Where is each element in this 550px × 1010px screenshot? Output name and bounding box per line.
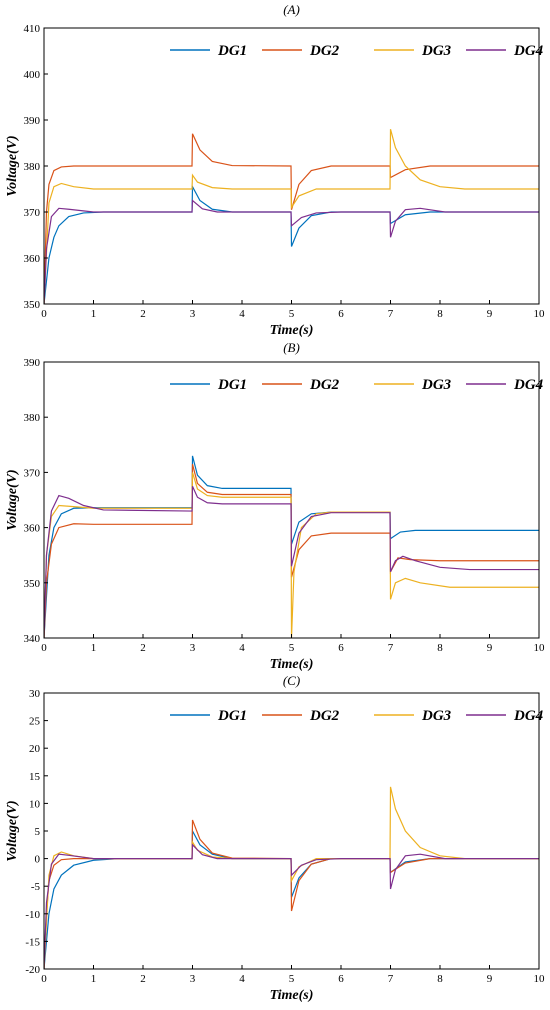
y-tick-label: -15 [25, 936, 40, 948]
y-tick-label: 20 [29, 743, 41, 755]
legend-label-dg3: DG3 [421, 377, 452, 393]
series-line-dg4 [44, 485, 539, 638]
legend-label-dg4: DG4 [513, 708, 544, 724]
x-tick-label: 0 [41, 642, 47, 654]
y-axis-label: Voltage(V) [5, 135, 20, 196]
series-line-dg2 [44, 819, 539, 969]
y-tick-label: 370 [24, 207, 41, 219]
chart-panel-3: (C) 0 1 2 3 4 5 6 7 8 9 10 -20 -15 -10 -5 0 5 10 15 20 25 30 Ti… [5, 673, 545, 1003]
x-tick-label: 1 [91, 642, 97, 654]
x-tick-label: 4 [239, 308, 245, 320]
y-tick-label: -20 [25, 964, 40, 976]
x-tick-label: 9 [487, 642, 493, 654]
x-tick-label: 3 [190, 973, 196, 985]
series-line-dg3 [44, 129, 539, 304]
x-tick-label: 0 [41, 973, 47, 985]
legend-label-dg3: DG3 [421, 43, 452, 59]
y-tick-label: 360 [24, 253, 41, 265]
series-line-dg3 [44, 786, 539, 969]
y-tick-label: 400 [24, 69, 41, 81]
y-tick-label: -10 [25, 909, 40, 921]
x-tick-label: 7 [388, 642, 394, 654]
y-tick-label: 410 [24, 23, 41, 35]
x-tick-label: 10 [534, 973, 546, 985]
x-tick-label: 7 [388, 308, 394, 320]
y-tick-label: 380 [24, 161, 41, 173]
legend-label-dg4: DG4 [513, 43, 544, 59]
x-tick-label: 4 [239, 642, 245, 654]
x-tick-label: 9 [487, 308, 493, 320]
x-tick-label: 6 [338, 973, 344, 985]
x-tick-label: 1 [91, 973, 97, 985]
x-tick-label: 5 [289, 642, 295, 654]
legend-label-dg1: DG1 [217, 377, 247, 393]
y-tick-label: 350 [24, 578, 41, 590]
y-tick-label: 350 [24, 299, 41, 311]
y-tick-label: 0 [35, 854, 41, 866]
x-tick-label: 8 [437, 308, 443, 320]
y-tick-label: 340 [24, 633, 41, 645]
chart-panel-2: (B) 0 1 2 3 4 5 6 7 8 9 10 340 350 360 370 380 390 Time(s)… [5, 340, 545, 672]
y-tick-label: -5 [31, 881, 41, 893]
chart-panel-1: (A) 0 1 2 3 4 5 6 7 8 9 10 350 360 370 380 390 400 410 Time… [5, 2, 545, 338]
x-tick-label: 5 [289, 973, 295, 985]
y-axis-label: Voltage(V) [5, 800, 20, 861]
legend-label-dg3: DG3 [421, 708, 452, 724]
y-tick-label: 10 [29, 798, 41, 810]
x-tick-label: 10 [534, 642, 546, 654]
x-tick-label: 3 [190, 642, 196, 654]
legend-label-dg4: DG4 [513, 377, 544, 393]
y-tick-label: 370 [24, 467, 41, 479]
series-line-dg4 [44, 843, 539, 969]
x-axis-label: Time(s) [270, 988, 314, 1003]
y-tick-label: 390 [24, 115, 41, 127]
legend-label-dg1: DG1 [217, 43, 247, 59]
y-tick-label: 15 [29, 771, 41, 783]
legend-label-dg1: DG1 [217, 708, 247, 724]
plot-frame [43, 692, 540, 970]
y-tick-label: 360 [24, 523, 41, 535]
x-tick-label: 6 [338, 642, 344, 654]
legend-label-dg2: DG2 [309, 708, 340, 724]
x-tick-label: 5 [289, 308, 295, 320]
x-tick-label: 6 [338, 308, 344, 320]
legend-label-dg2: DG2 [309, 377, 340, 393]
panel-title: (C) [283, 673, 300, 688]
x-tick-label: 2 [140, 973, 146, 985]
x-tick-label: 7 [388, 973, 394, 985]
legend-label-dg2: DG2 [309, 43, 340, 59]
x-tick-label: 1 [91, 308, 97, 320]
x-tick-label: 10 [534, 308, 546, 320]
x-tick-label: 4 [239, 973, 245, 985]
y-tick-label: 390 [24, 357, 41, 369]
y-tick-label: 25 [29, 716, 41, 728]
y-tick-label: 5 [35, 826, 41, 838]
x-tick-label: 0 [41, 308, 47, 320]
y-tick-label: 30 [29, 688, 41, 700]
x-tick-label: 8 [437, 973, 443, 985]
series-line-dg4 [44, 199, 539, 304]
y-tick-label: 380 [24, 412, 41, 424]
x-tick-label: 2 [140, 308, 146, 320]
x-tick-label: 8 [437, 642, 443, 654]
x-axis-label: Time(s) [270, 323, 314, 338]
x-tick-label: 3 [190, 308, 196, 320]
y-axis-label: Voltage(V) [5, 469, 20, 530]
series-line-dg3 [44, 472, 539, 638]
x-tick-label: 2 [140, 642, 146, 654]
panel-title: (A) [283, 2, 300, 17]
x-axis-label: Time(s) [270, 657, 314, 672]
x-tick-label: 9 [487, 973, 493, 985]
panel-title: (B) [283, 340, 300, 355]
